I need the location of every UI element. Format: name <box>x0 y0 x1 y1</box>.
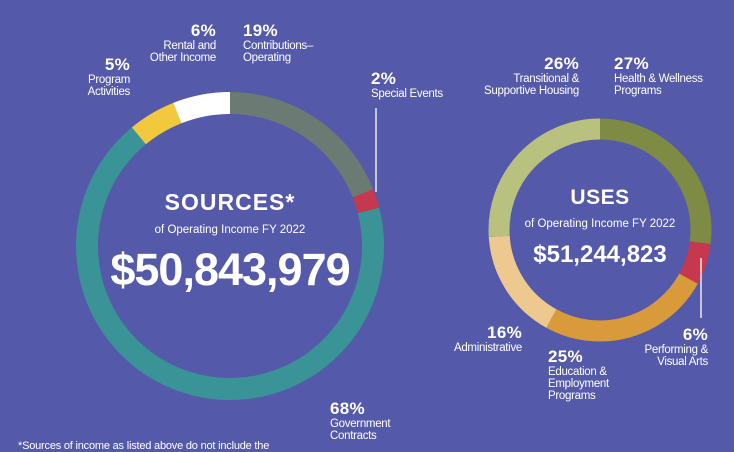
performing-text-line2: Visual Arts <box>657 355 708 368</box>
label-education: 25% Education & Employment Programs <box>548 348 609 402</box>
program-text-line2: Activities <box>87 85 131 98</box>
footnote: *Sources of income as listed above do no… <box>18 440 270 452</box>
special-events-percent: 2% <box>371 69 397 88</box>
sources-subtitle: of Operating Income FY 2022 <box>154 224 306 236</box>
label-health: 27% Health & Wellness Programs <box>614 55 703 97</box>
uses-segment-administrative <box>488 235 557 328</box>
sources-segment-government-contracts <box>76 127 384 400</box>
label-contributions: 19% Contributions– Operating <box>243 22 313 64</box>
government-text-line2: Contracts <box>330 429 377 442</box>
education-text-line3: Programs <box>548 389 596 402</box>
government-percent: 68% <box>330 399 365 418</box>
transitional-percent: 26% <box>544 54 579 73</box>
label-special-events: 2% Special Events <box>371 70 443 100</box>
sources-segment-contributions-operating <box>229 92 374 198</box>
performing-text-line1: Performing & <box>644 343 708 356</box>
uses-segment-health-wellness-programs <box>599 118 712 244</box>
label-transitional: 26% Transitional & Supportive Housing <box>470 55 579 97</box>
health-text-line1: Health & Wellness <box>614 72 703 85</box>
uses-subtitle: of Operating Income FY 2022 <box>524 218 676 230</box>
label-program: 5% Program Activities <box>70 55 131 98</box>
health-text-line2: Programs <box>614 84 662 97</box>
education-text-line2: Employment <box>548 377 609 390</box>
sources-total: $50,843,979 <box>110 244 350 295</box>
health-percent: 27% <box>614 54 649 73</box>
uses-title: USES <box>570 186 630 209</box>
performing-percent: 6% <box>682 325 708 344</box>
education-percent: 25% <box>548 347 583 366</box>
sources-title: SOURCES* <box>164 189 296 215</box>
transitional-text-line1: Transitional & <box>513 72 579 85</box>
uses-donut <box>488 118 712 342</box>
administrative-percent: 16% <box>487 323 522 342</box>
rental-text-line1: Rental and <box>163 39 216 52</box>
rental-text-line2: Other Income <box>149 51 216 64</box>
education-text-line1: Education & <box>548 365 607 378</box>
rental-percent: 6% <box>190 21 216 40</box>
program-text-line1: Program <box>88 73 130 86</box>
label-performing: 6% Performing & Visual Arts <box>620 326 708 368</box>
administrative-text: Administrative <box>453 341 522 354</box>
label-rental: 6% Rental and Other Income <box>138 22 216 64</box>
sources-segment-special-events <box>352 189 380 214</box>
transitional-text-line2: Supportive Housing <box>484 84 579 97</box>
contributions-percent: 19% <box>243 21 278 40</box>
uses-total: $51,244,823 <box>533 241 667 268</box>
special-events-text: Special Events <box>371 87 443 100</box>
sources-donut <box>76 92 384 400</box>
sources-segment-program-activities <box>131 102 182 145</box>
program-percent: 5% <box>104 55 130 74</box>
sources-segment-rental-and-other-income <box>173 92 231 124</box>
uses-segment-performing-visual-arts <box>679 240 711 284</box>
contributions-text-line2: Operating <box>243 51 291 64</box>
label-administrative: 16% Administrative <box>430 324 522 354</box>
government-text-line1: Government <box>330 417 391 430</box>
uses-segment-transitional-supportive-housing <box>488 118 601 237</box>
contributions-text-line1: Contributions– <box>243 39 313 52</box>
uses-segment-education-employment-programs <box>546 273 698 342</box>
label-government: 68% Government Contracts <box>330 399 391 442</box>
